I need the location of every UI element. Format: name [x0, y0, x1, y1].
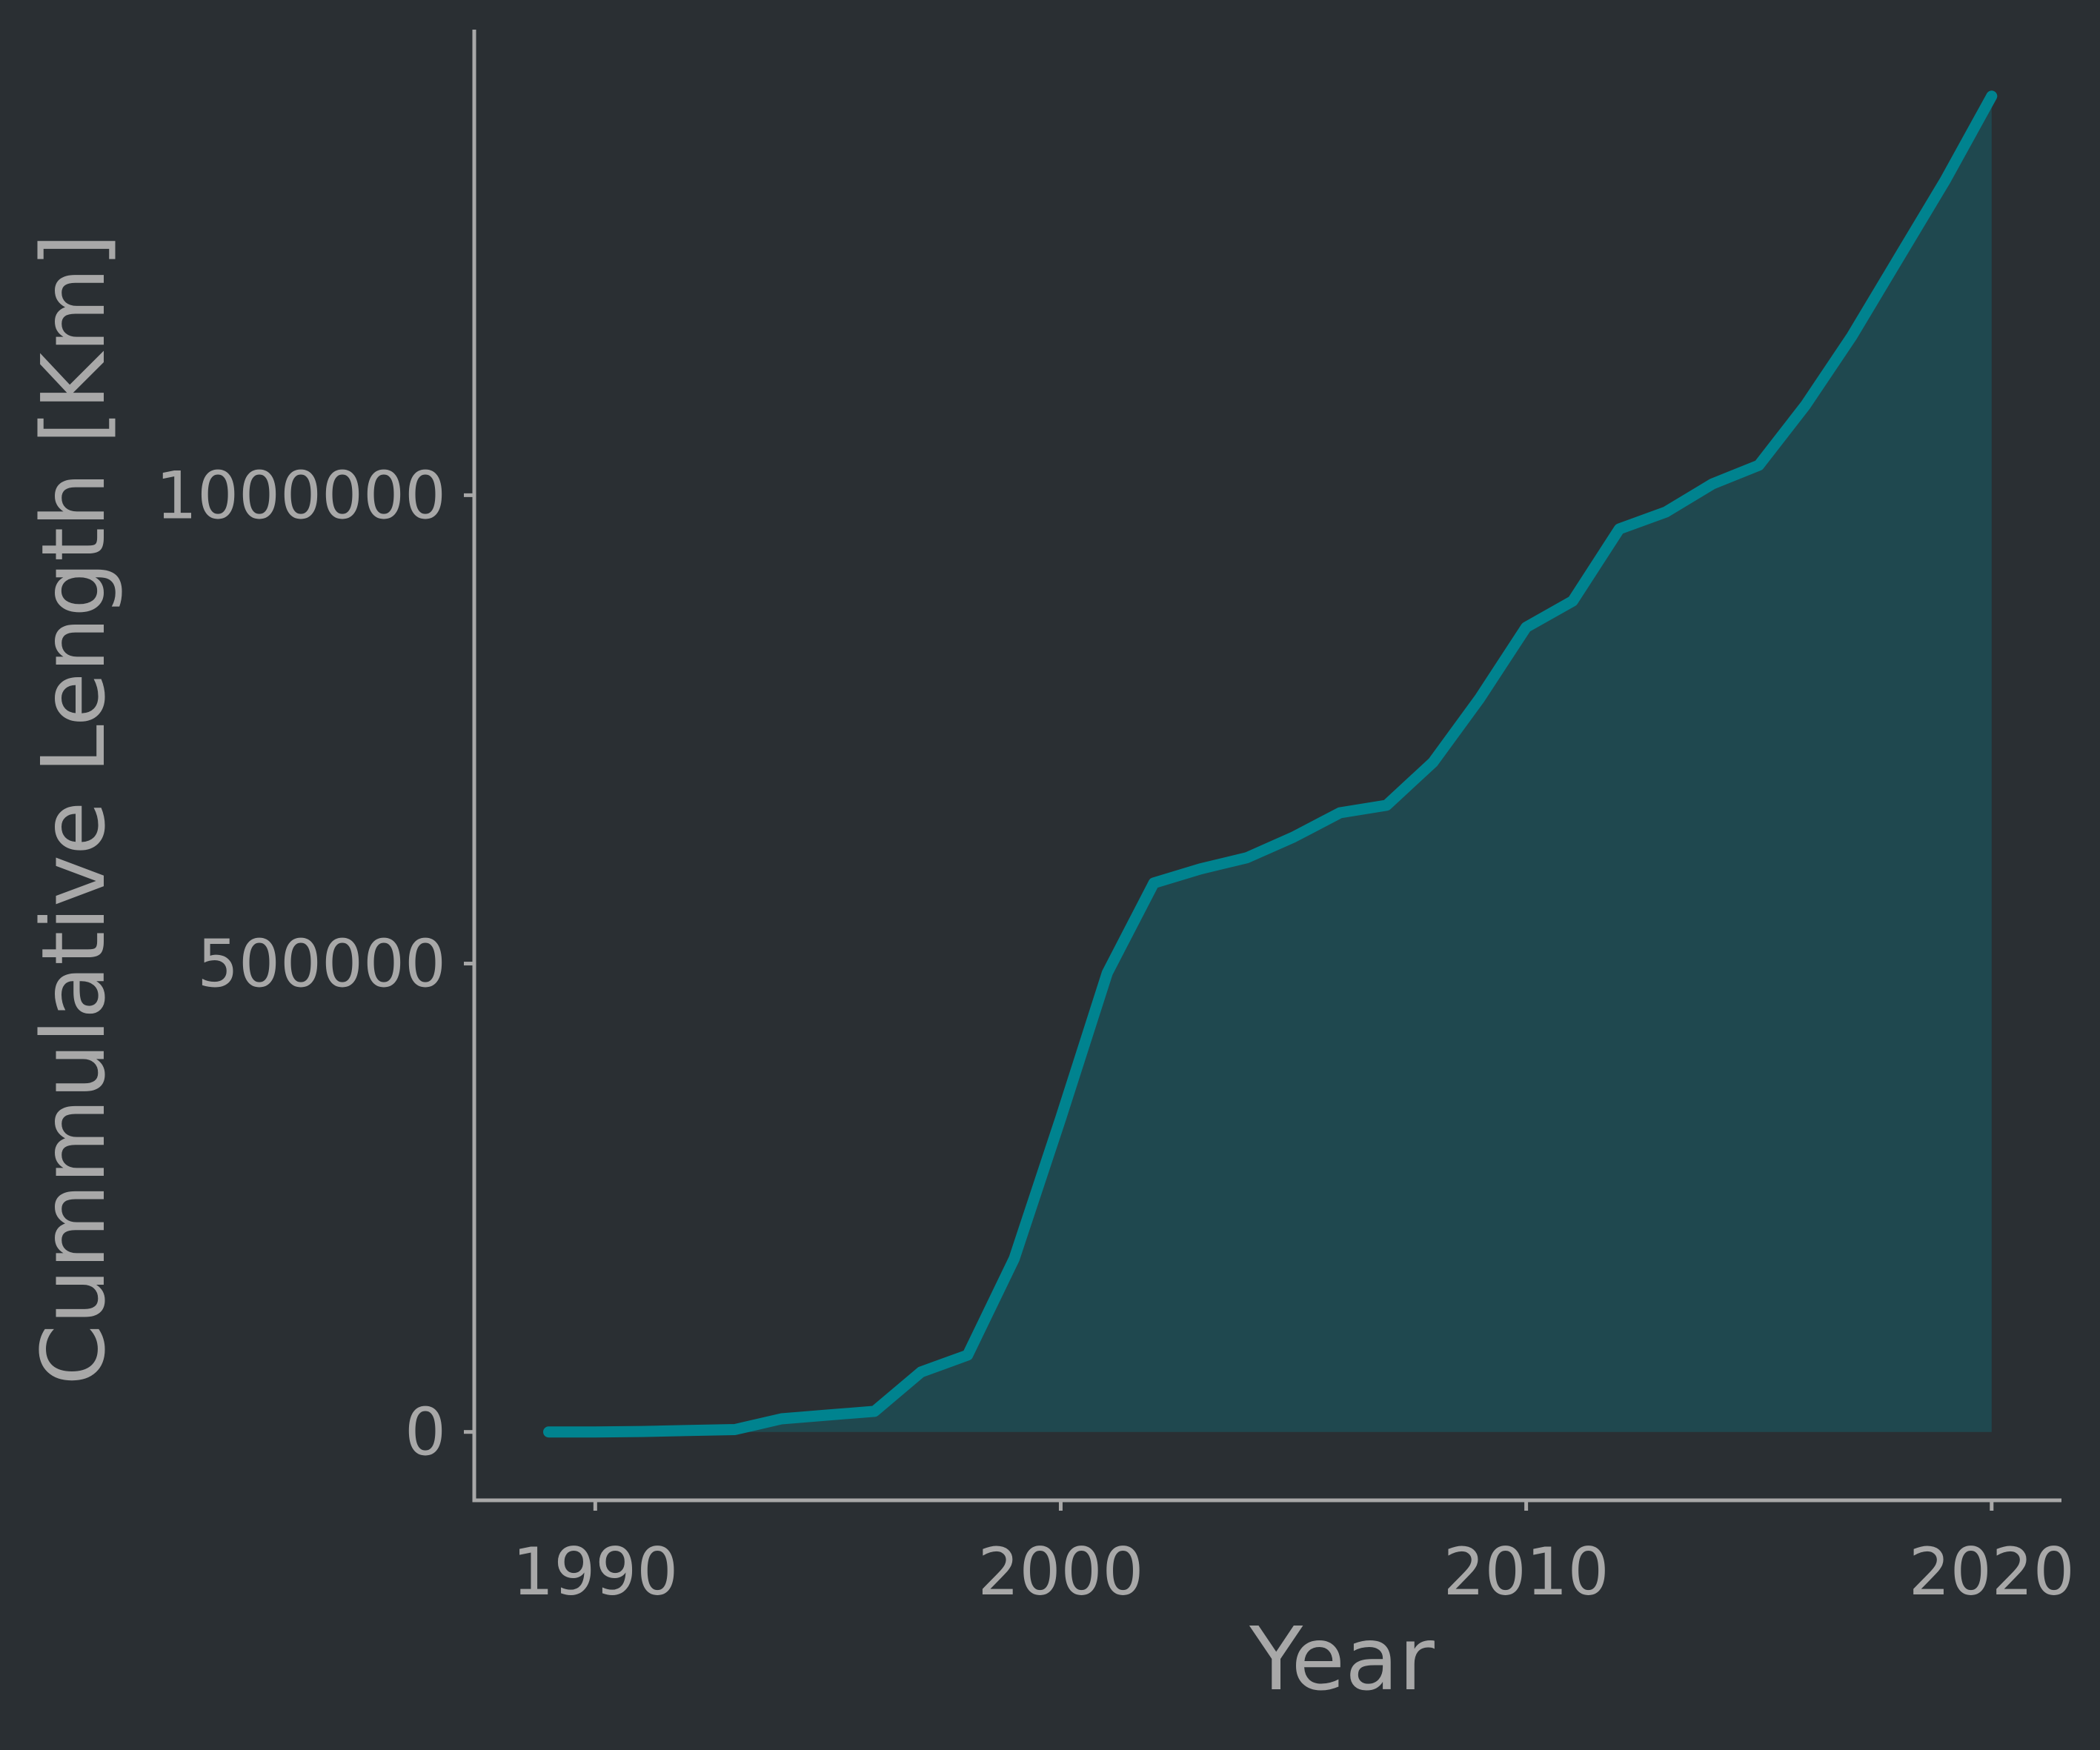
- x-tick-label: 1990: [512, 1534, 678, 1610]
- plot-area: [543, 90, 1998, 1438]
- x-tick-label: 2020: [1909, 1534, 2075, 1610]
- y-tick-label: 500000: [197, 926, 446, 1002]
- y-tick-label: 0: [405, 1394, 446, 1471]
- axes: 0 500000 1000000 1990 2000 2010 2020: [156, 30, 2075, 1610]
- area-fill: [548, 96, 1992, 1432]
- y-ticks: 0 500000 1000000: [156, 457, 474, 1471]
- y-axis-title: Cummulative Length [Km]: [22, 233, 124, 1385]
- x-axis-title: Year: [1249, 1608, 1435, 1710]
- x-tick-label: 2010: [1443, 1534, 1609, 1610]
- series-line: [543, 90, 1998, 1438]
- y-tick-label: 1000000: [156, 457, 446, 533]
- x-tick-label: 2000: [977, 1534, 1143, 1610]
- x-ticks: 1990 2000 2010 2020: [512, 1500, 2075, 1610]
